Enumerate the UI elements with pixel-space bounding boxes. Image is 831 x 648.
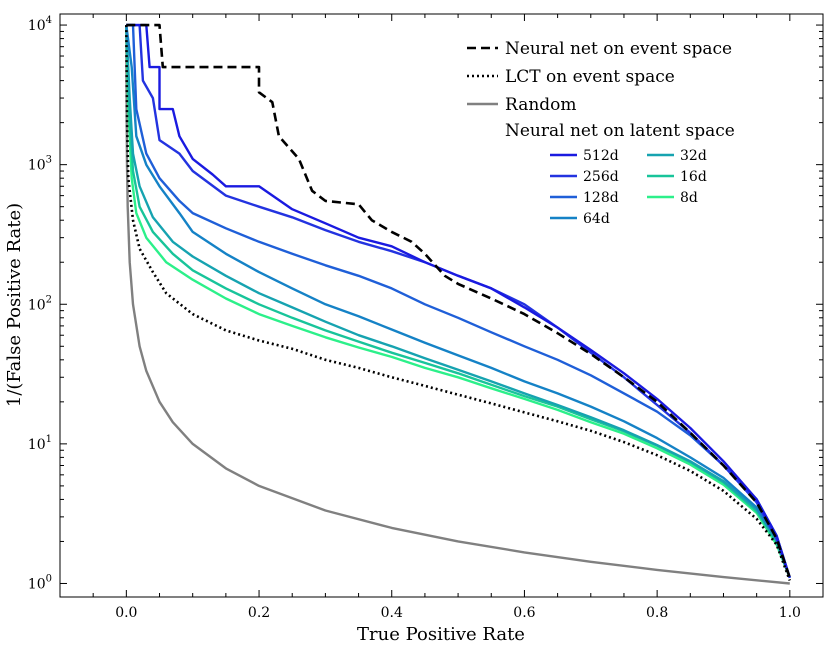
x-tick-label: 0.6 (513, 605, 535, 621)
legend-label: 256d (583, 169, 619, 185)
series-line-512d (126, 23, 791, 579)
y-tick-exp: 3 (46, 155, 52, 166)
legend-label: 128d (583, 190, 619, 206)
series-line-64d (125, 24, 791, 579)
x-tick-label: 0.2 (248, 605, 270, 621)
series-layer (125, 23, 792, 585)
legend-label: LCT on event space (505, 67, 675, 87)
legend-label: 64d (583, 211, 610, 227)
y-tick-label: 101 (28, 434, 52, 453)
y-tick-label: 102 (28, 294, 52, 313)
x-tick-label: 1.0 (779, 605, 801, 621)
series-line-16d (125, 25, 791, 579)
legend: Neural net on event space LCT on event sp… (467, 39, 735, 227)
x-axis-label: True Positive Rate (357, 624, 525, 645)
legend-label: 512d (583, 148, 619, 164)
y-tick-exp: 4 (46, 15, 52, 26)
x-tick-label: 0.8 (646, 605, 668, 621)
y-tick-base: 10 (28, 437, 46, 453)
legend-label: 16d (680, 169, 707, 185)
series-line-lct-on-event-space (125, 25, 792, 581)
series-line-random (125, 25, 790, 585)
legend-label: 8d (680, 190, 698, 206)
x-tick-label: 0.0 (115, 605, 137, 621)
y-tick-base: 10 (28, 297, 46, 313)
y-tick-exp: 1 (46, 434, 52, 445)
series-line-neural-net-on-event-space (126, 23, 792, 579)
y-tick-base: 10 (28, 576, 46, 592)
series-line-256d (126, 23, 791, 579)
plot-frame (59, 13, 824, 598)
y-tick-base: 10 (28, 158, 46, 174)
y-axis-label: 1/(False Positive Rate) (4, 203, 25, 407)
series-line-32d (125, 25, 791, 579)
y-tick-label: 103 (28, 155, 52, 174)
legend-group-title: Neural net on latent space (505, 121, 735, 141)
y-tick-label: 100 (28, 573, 52, 592)
y-tick-exp: 0 (46, 573, 52, 584)
series-line-128d (126, 23, 791, 579)
legend-label: Neural net on event space (505, 39, 732, 59)
legend-label: 32d (680, 148, 707, 164)
y-tick-base: 10 (28, 18, 46, 34)
series-line-8d (125, 25, 791, 579)
y-tick-exp: 2 (46, 294, 52, 305)
y-tick-label: 104 (28, 15, 52, 34)
legend-label: Random (505, 95, 577, 115)
x-tick-label: 0.4 (381, 605, 403, 621)
